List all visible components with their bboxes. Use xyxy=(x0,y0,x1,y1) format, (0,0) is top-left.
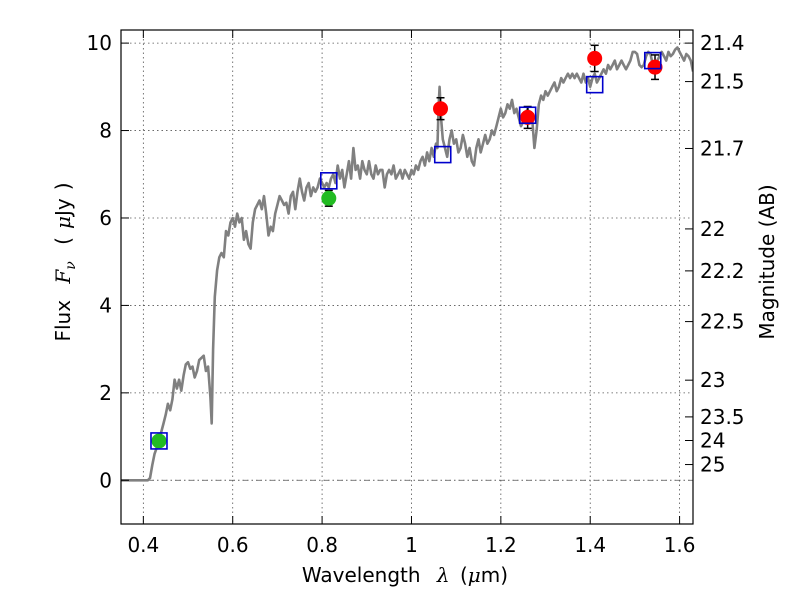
red-observed-point xyxy=(587,50,603,66)
y-tick-label: 10 xyxy=(87,31,112,55)
y2-tick-label: 23.5 xyxy=(700,405,745,429)
x-axis-unit-open: ( xyxy=(460,563,468,587)
y-axis-unit-open: ( xyxy=(51,237,75,245)
model-square xyxy=(150,432,168,450)
y2-tick-label: 24 xyxy=(700,429,725,453)
red-observed-point xyxy=(647,59,663,75)
x-tick-label: 1.6 xyxy=(664,533,696,557)
y-axis-unit-mu: μ xyxy=(51,216,75,229)
x-tick-label: 0.8 xyxy=(306,533,338,557)
y2-axis-title: Magnitude (AB) xyxy=(755,184,779,339)
y-axis-unit-close: ) xyxy=(51,182,75,190)
y-tick-label: 2 xyxy=(99,381,112,405)
x-axis-title: Wavelength λ (μm) xyxy=(302,563,508,587)
y2-tick-label: 21.7 xyxy=(700,136,745,160)
x-axis-title-text: Wavelength xyxy=(302,563,421,587)
y-tick-label: 8 xyxy=(99,119,112,143)
y-axis-unit-rest: Jy xyxy=(51,198,75,218)
y2-tick-label: 22 xyxy=(700,217,725,241)
plot-area xyxy=(121,44,693,482)
y-axis-title-text: Flux xyxy=(51,300,75,342)
x-axis-unit-rest: m) xyxy=(481,563,508,587)
y2-tick-label: 22.5 xyxy=(700,310,745,334)
red-observed-point xyxy=(520,109,536,125)
model-square xyxy=(433,145,452,164)
x-axis-symbol: λ xyxy=(436,563,450,587)
x-axis-unit-mu: μ xyxy=(468,563,481,587)
y2-tick-label: 21.5 xyxy=(700,70,745,94)
model-square xyxy=(643,51,662,70)
y2-tick-label: 23 xyxy=(700,368,725,392)
y2-tick-label: 22.2 xyxy=(700,259,745,283)
axis-ticks xyxy=(121,30,693,524)
green-observed-point xyxy=(151,433,167,449)
model-square xyxy=(319,172,338,190)
model-square xyxy=(518,106,537,125)
x-tick-label: 1 xyxy=(405,533,418,557)
spectrum-line xyxy=(121,46,693,482)
y-axis-subscript: ν xyxy=(63,261,79,270)
y-tick-label: 4 xyxy=(99,293,112,317)
grid xyxy=(121,30,693,524)
x-tick-label: 0.6 xyxy=(217,533,249,557)
x-tick-label: 1.4 xyxy=(574,533,606,557)
y2-tick-label: 25 xyxy=(700,453,725,477)
x-tick-label: 1.2 xyxy=(485,533,517,557)
y-axis-symbol: F xyxy=(51,269,75,285)
model-square xyxy=(585,75,604,94)
x-tick-label: 0.4 xyxy=(127,533,159,557)
y-tick-label: 0 xyxy=(99,468,112,492)
plot-frame xyxy=(120,29,694,525)
y-axis-title: Flux Fν ( μJy) xyxy=(51,182,80,341)
y-tick-label: 6 xyxy=(99,206,112,230)
red-observed-point xyxy=(433,101,449,117)
green-observed-point xyxy=(321,190,337,206)
y2-tick-label: 21.4 xyxy=(700,31,745,55)
